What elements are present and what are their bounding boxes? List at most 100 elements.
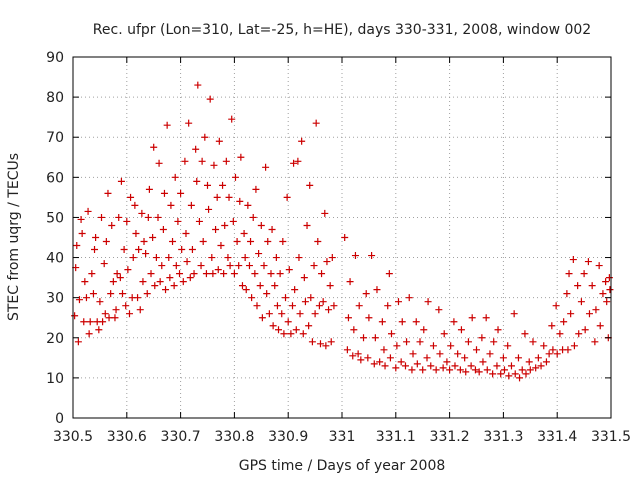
data-point xyxy=(344,314,352,322)
data-point xyxy=(499,354,507,362)
data-point xyxy=(311,310,319,318)
data-point xyxy=(132,229,140,237)
data-point xyxy=(208,254,216,262)
grid-lines xyxy=(73,57,611,418)
data-point xyxy=(364,354,372,362)
data-point xyxy=(403,338,411,346)
x-tick-label: 331 xyxy=(329,429,356,445)
data-point xyxy=(186,274,194,282)
data-point xyxy=(427,362,435,370)
data-point xyxy=(526,366,534,374)
data-point xyxy=(170,282,178,290)
data-point xyxy=(242,286,250,294)
data-point xyxy=(91,246,99,254)
data-point xyxy=(585,310,593,318)
data-point xyxy=(275,326,283,334)
x-tick-label: 330.5 xyxy=(53,429,93,445)
data-point xyxy=(245,262,253,270)
x-tick-label: 330.7 xyxy=(161,429,201,445)
data-point xyxy=(381,362,389,370)
data-point xyxy=(192,145,200,153)
data-point xyxy=(300,274,308,282)
data-point xyxy=(92,234,100,241)
data-point xyxy=(307,294,315,302)
data-point xyxy=(135,246,143,254)
data-point xyxy=(591,338,599,346)
data-point xyxy=(145,185,153,193)
data-point xyxy=(397,358,405,366)
data-point xyxy=(290,159,298,167)
data-point xyxy=(432,366,440,374)
data-point xyxy=(451,362,459,370)
data-point xyxy=(592,306,600,314)
data-point xyxy=(378,318,386,326)
data-point xyxy=(152,254,160,262)
data-point xyxy=(178,246,186,254)
data-point xyxy=(529,338,537,346)
data-point xyxy=(215,137,223,145)
data-point xyxy=(289,302,297,310)
data-point xyxy=(314,238,322,246)
data-point xyxy=(221,221,229,229)
data-point xyxy=(545,350,553,358)
data-point xyxy=(371,334,379,342)
data-point xyxy=(217,242,225,250)
data-point xyxy=(112,306,120,314)
data-point xyxy=(299,330,307,338)
data-point xyxy=(423,354,431,362)
data-point xyxy=(287,330,295,338)
data-point xyxy=(556,330,564,338)
data-point xyxy=(446,366,454,374)
data-point xyxy=(255,250,263,258)
data-point xyxy=(147,270,155,278)
data-point xyxy=(85,330,93,338)
data-point xyxy=(129,254,137,262)
data-point xyxy=(408,366,416,374)
data-point xyxy=(258,314,266,322)
data-point xyxy=(210,161,218,169)
data-point xyxy=(122,302,130,310)
data-point xyxy=(282,294,290,302)
data-point xyxy=(482,314,490,322)
data-point xyxy=(279,238,287,246)
data-point xyxy=(595,262,603,270)
data-point xyxy=(236,197,244,205)
data-point xyxy=(105,314,113,322)
x-tick-label: 330.9 xyxy=(268,429,308,445)
data-point xyxy=(205,205,213,213)
data-point xyxy=(144,213,152,221)
data-point xyxy=(532,364,540,372)
data-point xyxy=(323,258,331,266)
data-point xyxy=(123,217,131,225)
x-tick-label: 331.5 xyxy=(591,429,631,445)
data-point xyxy=(354,350,362,358)
data-point xyxy=(80,318,88,326)
data-point xyxy=(162,286,170,294)
data-point xyxy=(322,342,330,350)
data-point xyxy=(419,366,427,374)
x-tick-label: 330.8 xyxy=(214,429,254,445)
data-point xyxy=(283,193,291,201)
data-point xyxy=(237,153,245,161)
data-point xyxy=(88,270,96,278)
data-point xyxy=(373,286,381,294)
data-point xyxy=(450,318,458,326)
data-point xyxy=(376,358,384,366)
data-point xyxy=(567,310,575,318)
data-point xyxy=(264,238,272,246)
data-point xyxy=(305,322,313,330)
data-point xyxy=(575,330,583,338)
data-point xyxy=(230,270,238,278)
data-point xyxy=(456,366,464,374)
data-points xyxy=(71,81,614,382)
data-point xyxy=(596,322,604,330)
data-point xyxy=(134,294,142,302)
data-point xyxy=(101,310,109,318)
data-point xyxy=(96,298,104,306)
data-point xyxy=(183,258,191,266)
data-point xyxy=(84,207,92,215)
data-point xyxy=(436,350,444,358)
data-point xyxy=(603,298,611,306)
data-point xyxy=(602,278,610,286)
data-point xyxy=(116,274,124,282)
